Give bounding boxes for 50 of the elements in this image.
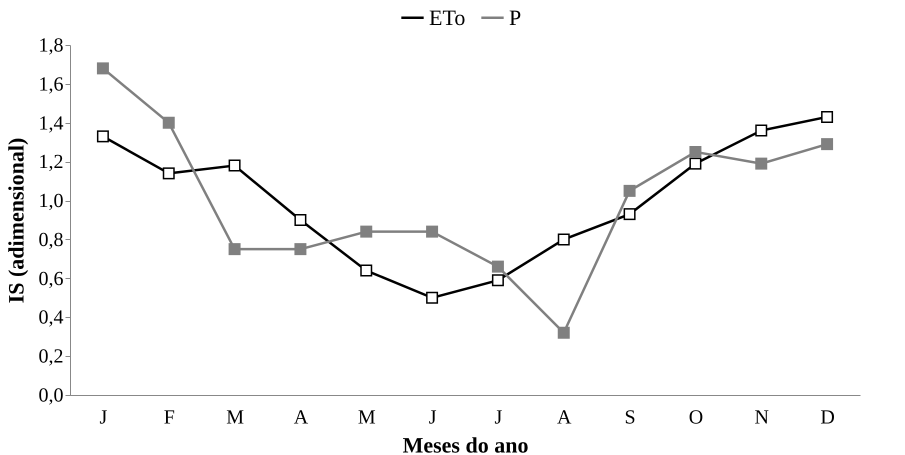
legend-label: P	[509, 4, 522, 30]
x-tick-label: M	[226, 406, 244, 428]
x-tick-label: N	[754, 406, 769, 428]
y-tick-label: 1,8	[38, 34, 64, 56]
point	[689, 158, 702, 170]
point	[624, 184, 636, 197]
point	[821, 110, 834, 123]
y-tick-label: 0,4	[38, 306, 64, 329]
x-tick-label: O	[688, 406, 704, 428]
x-tick-label: D	[820, 406, 835, 428]
point	[162, 116, 175, 129]
point	[755, 124, 768, 137]
x-tick-label: F	[164, 406, 175, 428]
point	[228, 243, 241, 256]
point	[558, 326, 570, 339]
y-tick-label: 0,6	[38, 268, 64, 290]
y-tick-label: 1,2	[38, 151, 64, 174]
point	[228, 160, 241, 172]
point	[96, 130, 109, 142]
x-tick-label: J	[100, 406, 108, 428]
point	[294, 243, 306, 256]
legend-label: ETo	[429, 4, 466, 30]
point	[162, 167, 175, 180]
x-tick-label: S	[624, 406, 636, 428]
point	[558, 233, 570, 246]
point	[689, 146, 702, 158]
x-tick-label: M	[358, 406, 376, 428]
point	[426, 226, 438, 238]
point	[96, 62, 109, 74]
point	[492, 274, 504, 286]
point	[821, 138, 834, 150]
y-tick-label: 1,6	[38, 73, 64, 96]
y-tick-label: 1,4	[38, 112, 64, 134]
x-tick-label: A	[557, 406, 572, 428]
x-axis-title: Meses do ano	[402, 432, 528, 455]
y-tick-label: 0,0	[38, 384, 64, 406]
point	[426, 292, 438, 304]
y-axis-title: IS (adimensional)	[4, 138, 28, 304]
point	[492, 260, 504, 273]
y-tick-label: 1,0	[38, 190, 64, 212]
x-tick-label: J	[428, 406, 437, 428]
x-tick-label: A	[294, 406, 309, 428]
point	[294, 214, 306, 226]
point	[360, 264, 372, 277]
y-tick-label: 0,8	[38, 228, 64, 251]
y-tick-label: 0,2	[38, 346, 64, 368]
point	[755, 158, 768, 170]
x-tick-label: J	[494, 406, 503, 428]
point	[360, 226, 372, 238]
point	[624, 208, 636, 220]
